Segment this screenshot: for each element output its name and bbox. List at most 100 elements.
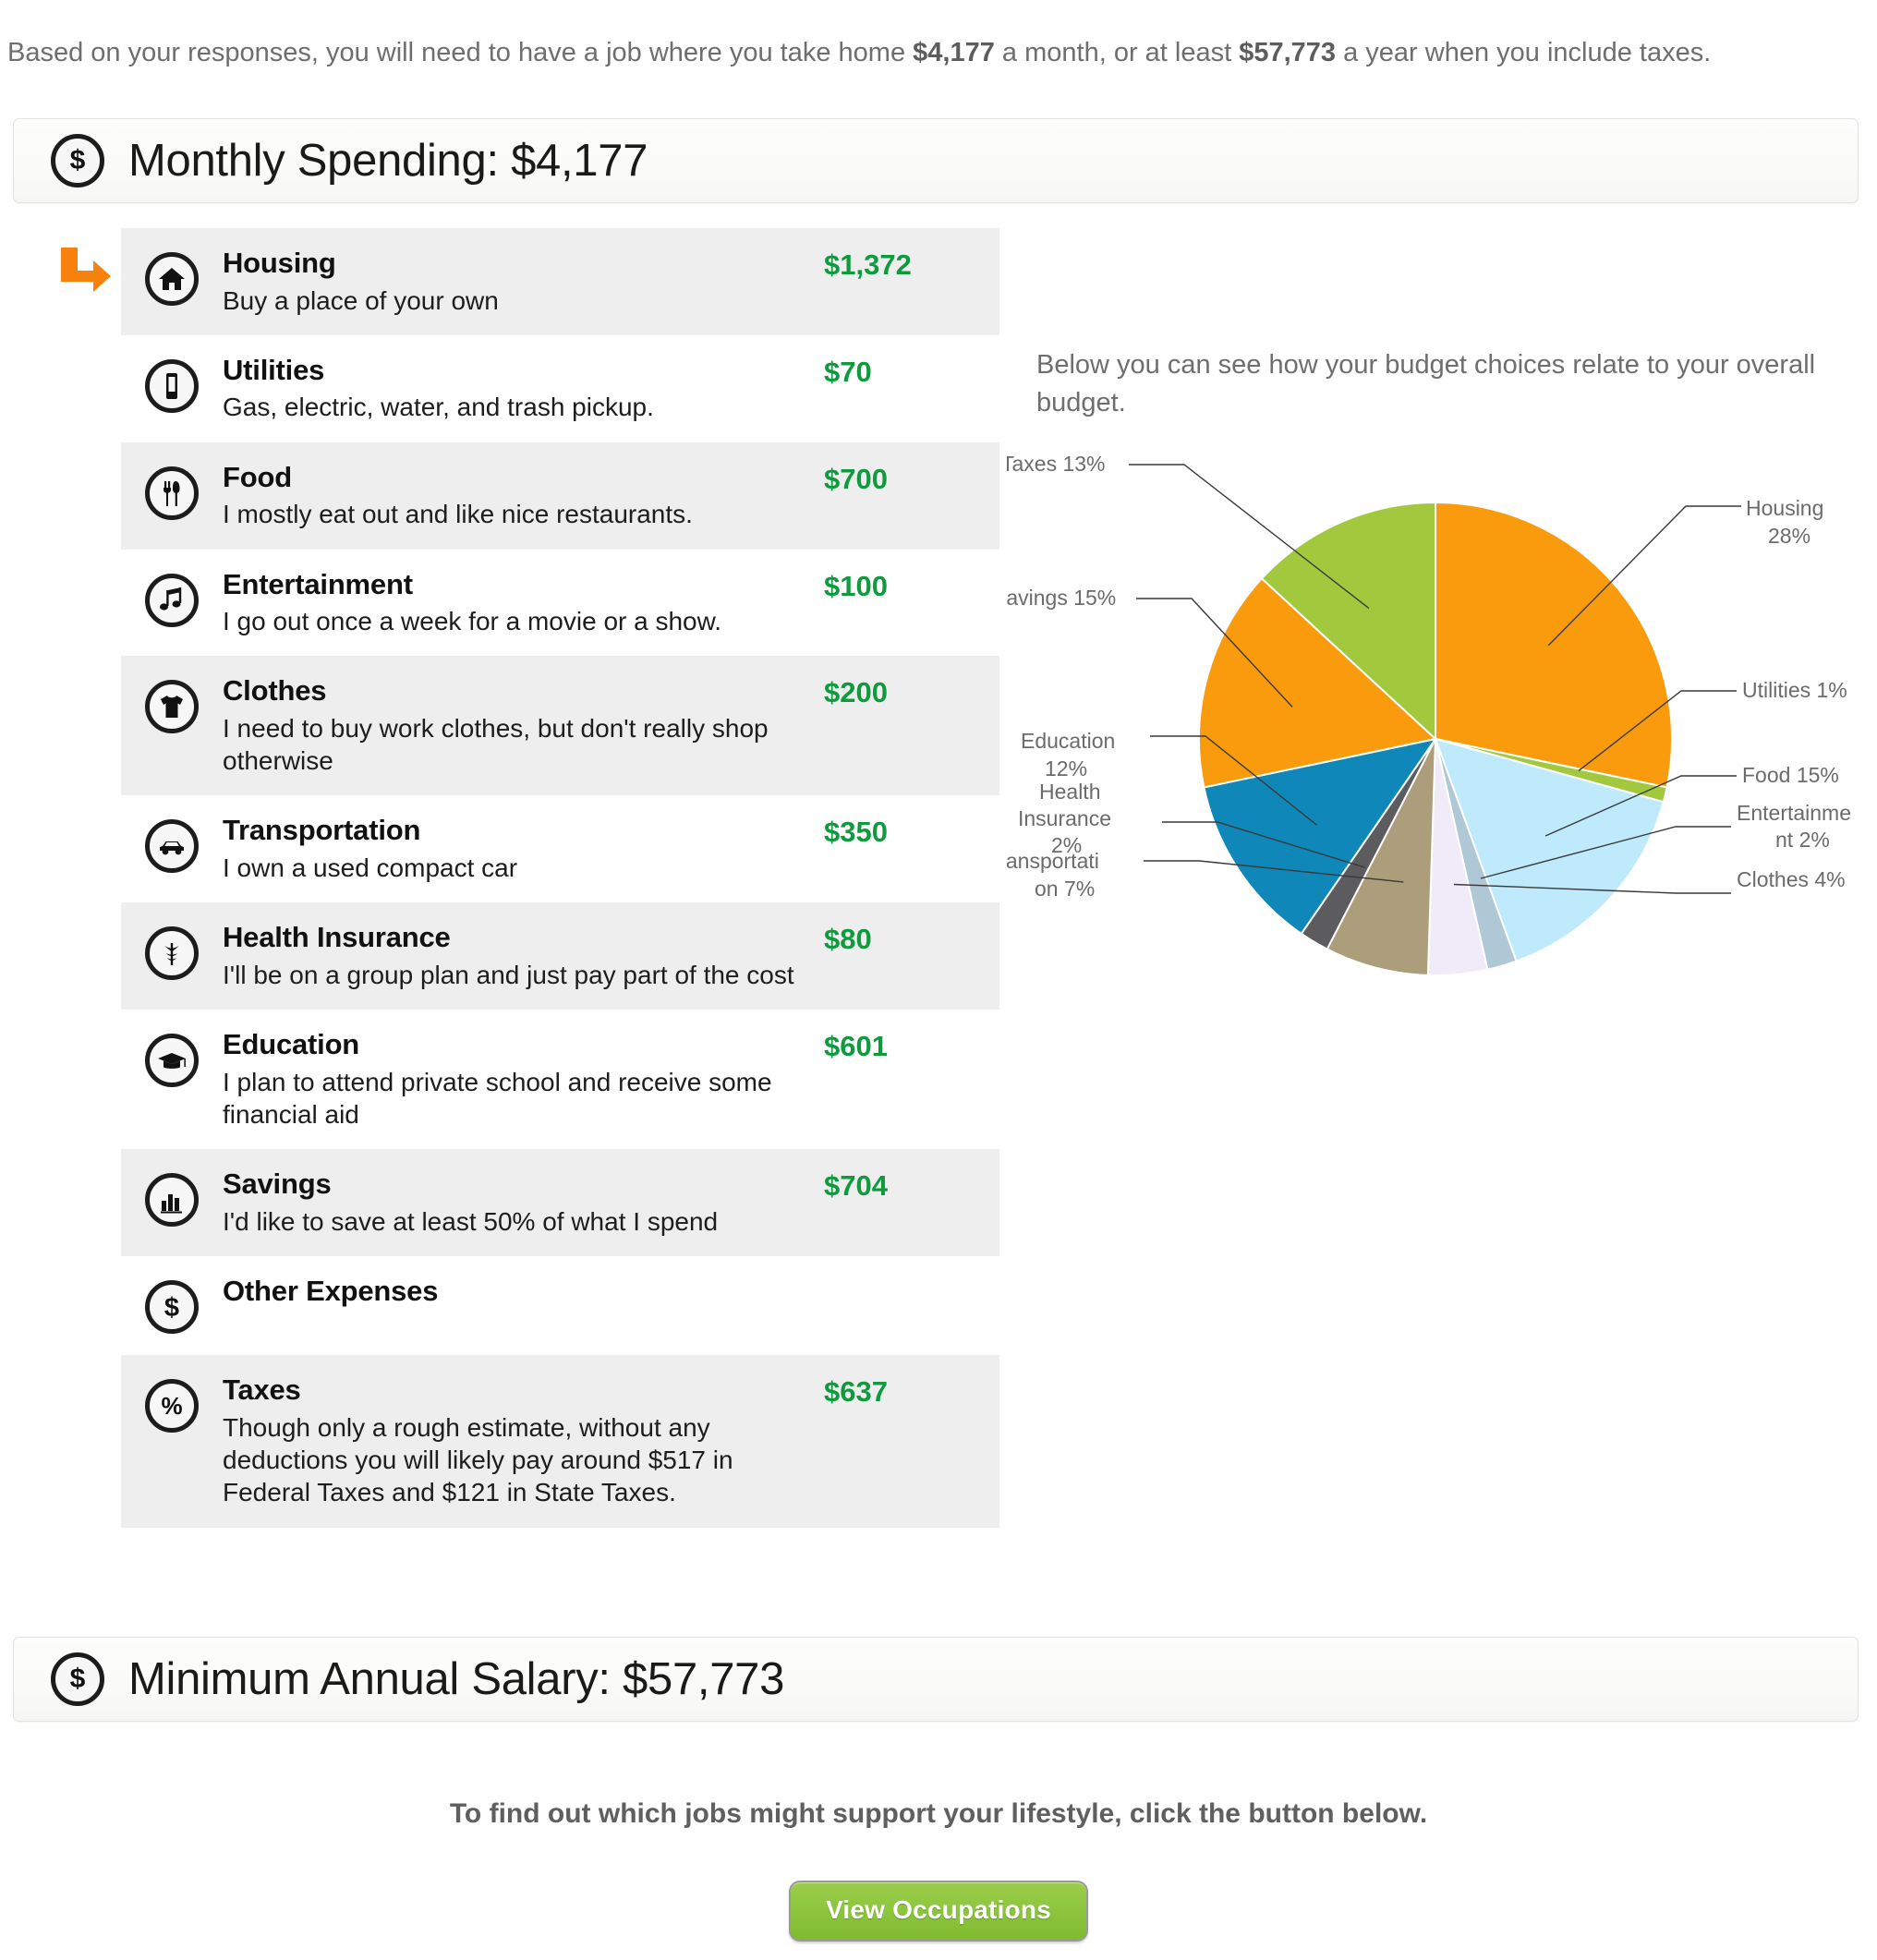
budget-pie-chart: Taxes 13% Savings 15% Education 12% Heal…: [1007, 434, 1875, 1044]
expense-desc: I go out once a week for a movie or a sh…: [223, 607, 722, 636]
pie-leader-line: [1480, 826, 1731, 879]
expense-amount: $704: [824, 1169, 888, 1203]
pie-label-transportation: Transportati on 7%: [1007, 849, 1105, 901]
expense-row-taxes[interactable]: % Taxes Though only a rough estimate, wi…: [121, 1355, 999, 1528]
chart-intro-text: Below you can see how your budget choice…: [1036, 350, 1816, 418]
pie-label-housing: Housing 28%: [1746, 496, 1830, 548]
expense-desc: I mostly eat out and like nice restauran…: [223, 500, 693, 529]
expense-text-utilities: Utilities Gas, electric, water, and tras…: [223, 354, 815, 424]
expense-text-food: Food I mostly eat out and like nice rest…: [223, 461, 815, 531]
expense-name: Health Insurance: [223, 921, 451, 954]
tshirt-icon: [145, 680, 199, 734]
expense-row-entertainment[interactable]: Entertainment I go out once a week for a…: [121, 550, 999, 657]
expense-amount: [815, 1275, 999, 1276]
pie-label-health-insurance: Health Insurance 2%: [1018, 780, 1117, 857]
bar-chart-icon: [145, 1173, 199, 1228]
pie-leader-lines: [1129, 464, 1741, 894]
pie-slices: [1198, 501, 1673, 976]
dollar-coin-icon: $: [51, 134, 104, 188]
expense-text-savings: Savings I'd like to save at least 50% of…: [223, 1168, 815, 1238]
mobile-device-icon: [145, 358, 199, 413]
expense-name: Entertainment: [223, 567, 413, 600]
expense-name: Clothes: [223, 674, 327, 708]
expense-text-education: Education I plan to attend private schoo…: [223, 1028, 815, 1131]
expense-text-other-expenses: Other Expenses: [223, 1275, 815, 1313]
pie-slice-taxes: [1260, 501, 1436, 742]
expense-row-food[interactable]: Food I mostly eat out and like nice rest…: [121, 442, 999, 550]
expense-amount: $70: [824, 355, 872, 388]
intro-prefix: Based on your responses, you will need t…: [7, 38, 914, 67]
expense-amount: $350: [824, 816, 888, 849]
pie-label-utilities: Utilities 1%: [1742, 678, 1847, 702]
expense-row-other-expenses[interactable]: $ Other Expenses: [121, 1256, 999, 1355]
pie-label-savings: Savings 15%: [1007, 586, 1116, 610]
expense-text-clothes: Clothes I need to buy work clothes, but …: [223, 674, 815, 777]
pie-slice-housing: [1435, 501, 1673, 789]
pie-leader-line: [1144, 860, 1404, 883]
expense-text-entertainment: Entertainment I go out once a week for a…: [223, 568, 815, 638]
svg-text:$: $: [70, 145, 86, 175]
monthly-spending-header: $ Monthly Spending: $4,177: [13, 118, 1859, 203]
dollar-coin-icon: $: [51, 1652, 104, 1706]
svg-text:%: %: [161, 1392, 182, 1420]
expense-list: Housing Buy a place of your own $1,372 U…: [121, 228, 999, 1528]
pie-leader-line: [1129, 464, 1370, 610]
expense-name: Savings: [223, 1168, 332, 1201]
expense-desc: Though only a rough estimate, without an…: [223, 1412, 733, 1507]
svg-text:$: $: [70, 1664, 86, 1694]
pie-slice-savings: [1198, 576, 1438, 789]
expense-desc: I need to buy work clothes, but don't re…: [223, 713, 769, 776]
pie-slice-transportation: [1326, 738, 1436, 976]
expense-name: Taxes: [223, 1373, 301, 1407]
expense-desc: I own a used compact car: [223, 853, 518, 883]
pie-leader-line: [1136, 598, 1293, 708]
intro-monthly-amount: $4,177: [913, 38, 995, 67]
footer-button-wrap: View Occupations: [0, 1881, 1877, 1942]
pie-leader-line: [1547, 505, 1741, 647]
expense-text-taxes: Taxes Though only a rough estimate, with…: [223, 1373, 815, 1508]
expense-name: Other Expenses: [223, 1275, 439, 1308]
annual-salary-title: Minimum Annual Salary: $57,773: [128, 1654, 785, 1704]
expense-row-health-insurance[interactable]: Health Insurance I'll be on a group plan…: [121, 902, 999, 1010]
expense-text-housing: Housing Buy a place of your own: [223, 247, 815, 317]
expense-amount: $700: [824, 462, 888, 495]
graduation-cap-icon: [145, 1034, 199, 1088]
expense-row-education[interactable]: Education I plan to attend private schoo…: [121, 1010, 999, 1149]
pie-leader-line: [1162, 821, 1365, 868]
caduceus-icon: [145, 926, 199, 981]
expense-row-utilities[interactable]: Utilities Gas, electric, water, and tras…: [121, 335, 999, 442]
pie-slice-education: [1203, 737, 1438, 936]
expense-amount: $200: [824, 676, 888, 709]
expense-desc: I plan to attend private school and rece…: [223, 1067, 772, 1130]
home-icon: [145, 252, 199, 306]
selected-row-arrow-icon: [55, 244, 113, 301]
dollar-sign-icon: $: [145, 1280, 199, 1335]
car-icon: [145, 819, 199, 874]
svg-text:$: $: [164, 1293, 179, 1323]
pie-label-entertainment: Entertainme nt 2%: [1737, 801, 1857, 852]
annual-salary-header: $ Minimum Annual Salary: $57,773: [13, 1637, 1859, 1722]
monthly-spending-title: Monthly Spending: $4,177: [128, 136, 648, 186]
pie-label-food: Food 15%: [1742, 763, 1839, 787]
pie-label-education: Education 12%: [1021, 729, 1121, 780]
expense-desc: Gas, electric, water, and trash pickup.: [223, 393, 654, 422]
expense-amount: $601: [824, 1030, 888, 1063]
intro-suffix: a year when you include taxes.: [1336, 38, 1712, 67]
expense-name: Housing: [223, 247, 336, 279]
percent-icon: %: [145, 1379, 199, 1434]
expense-amount: $80: [824, 923, 872, 956]
expense-row-savings[interactable]: Savings I'd like to save at least 50% of…: [121, 1149, 999, 1257]
expense-row-clothes[interactable]: Clothes I need to buy work clothes, but …: [121, 656, 999, 796]
pie-leader-line: [1453, 883, 1731, 894]
view-occupations-button[interactable]: View Occupations: [789, 1881, 1088, 1942]
expense-amount: $100: [824, 569, 888, 602]
music-note-icon: [145, 573, 199, 627]
expense-row-housing[interactable]: Housing Buy a place of your own $1,372: [121, 228, 999, 335]
expense-name: Education: [223, 1028, 360, 1061]
expense-name: Transportation: [223, 814, 421, 847]
expense-row-transportation[interactable]: Transportation I own a used compact car …: [121, 795, 999, 902]
expense-desc: I'd like to save at least 50% of what I …: [223, 1206, 719, 1236]
pie-label-taxes: Taxes 13%: [1007, 452, 1106, 476]
expense-desc: Buy a place of your own: [223, 285, 499, 315]
